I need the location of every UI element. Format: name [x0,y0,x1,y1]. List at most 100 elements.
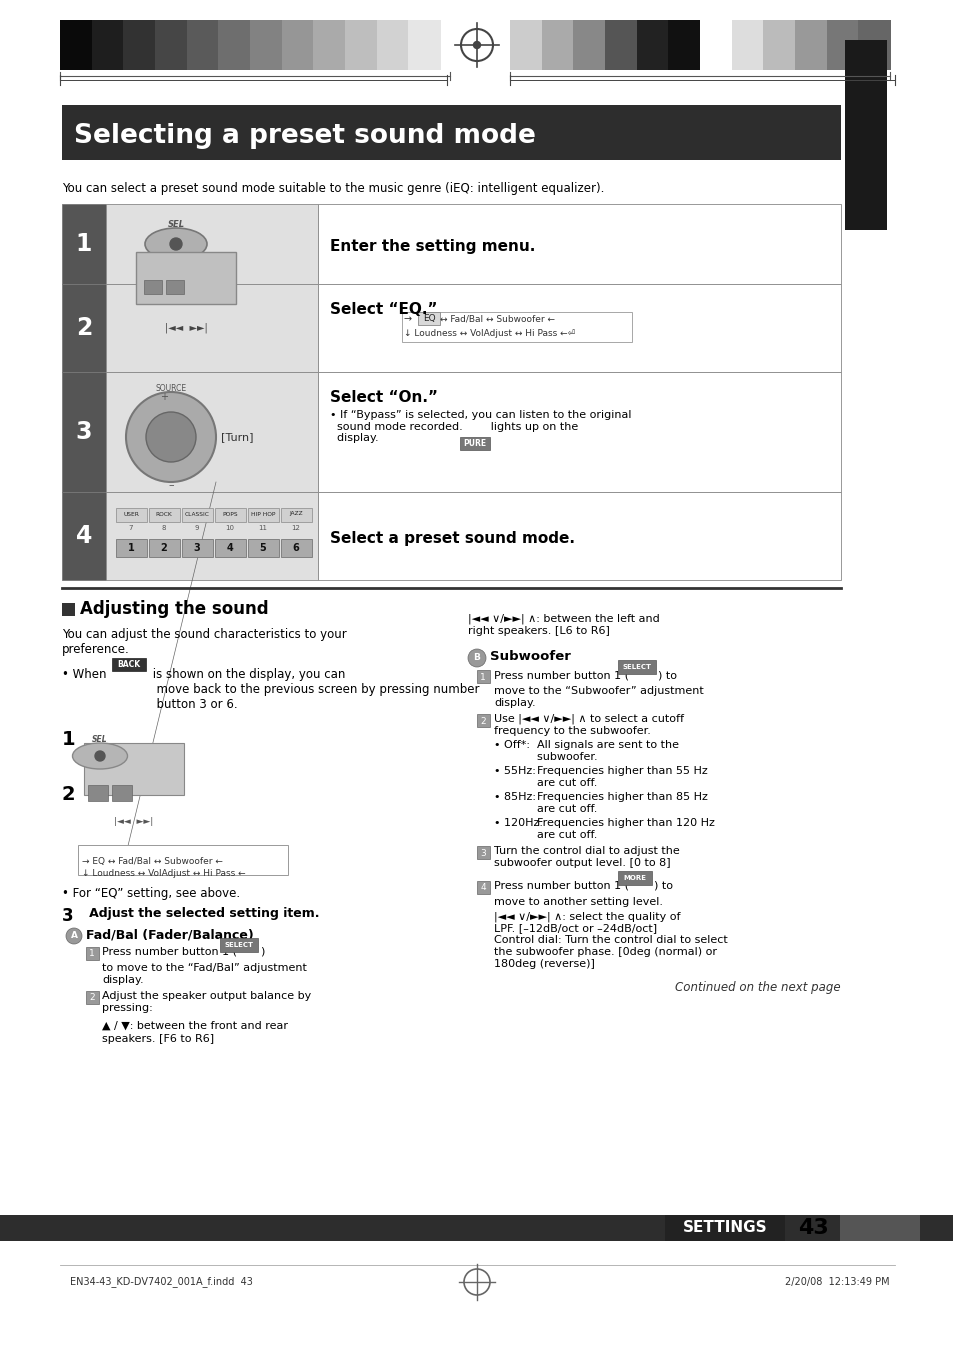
Bar [401,312,631,342]
Bar [112,786,132,800]
Bar [840,1215,919,1241]
Bar [281,539,312,557]
Bar [248,539,278,557]
Text: ↓ Loudness ↔ VolAdjust ↔ Hi Pass ←: ↓ Loudness ↔ VolAdjust ↔ Hi Pass ← [82,869,245,877]
Text: Selecting a preset sound mode: Selecting a preset sound mode [74,123,536,149]
Bar [541,20,574,70]
Bar [317,372,841,492]
Bar [149,508,180,522]
Text: Enter the setting menu.: Enter the setting menu. [330,238,535,254]
Bar [154,20,188,70]
Bar [668,20,700,70]
Text: 43: 43 [797,1218,827,1238]
Text: SEL: SEL [92,735,108,744]
Text: 2: 2 [479,717,485,726]
Bar [762,20,795,70]
Text: move to another setting level.: move to another setting level. [494,896,662,907]
Bar [106,284,317,372]
Text: • When: • When [62,668,111,681]
Text: 4: 4 [227,544,233,553]
Text: [Turn]: [Turn] [221,433,253,442]
Bar [123,20,156,70]
Text: JAZZ: JAZZ [289,511,302,516]
Bar [844,41,886,230]
Circle shape [473,42,480,49]
Bar [112,658,146,671]
Text: ROCK: ROCK [155,511,172,516]
Text: EQ: EQ [422,315,435,323]
Bar [476,882,490,894]
Text: |◄◄  ►►|: |◄◄ ►►| [114,817,153,826]
Circle shape [95,750,105,761]
Text: |◄◄ ∨/►►| ∧: between the left and: |◄◄ ∨/►►| ∧: between the left and [468,614,659,625]
Text: 1: 1 [89,949,94,959]
Text: ) to: ) to [654,882,672,891]
Bar [166,280,184,293]
Text: 3: 3 [479,849,485,857]
Bar [618,871,651,886]
Text: Press number button 1 (: Press number button 1 ( [494,671,628,680]
Bar [136,251,235,304]
Bar [459,437,490,450]
Bar [250,20,282,70]
Text: A: A [71,932,77,941]
Bar [510,20,542,70]
Bar [187,20,219,70]
Text: ) to: ) to [658,671,677,680]
Text: Select a preset sound mode.: Select a preset sound mode. [330,530,575,545]
Text: to move to the “Fad/Bal” adjustment: to move to the “Fad/Bal” adjustment [102,963,307,973]
Text: is shown on the display, you can
  move back to the previous screen by pressing : is shown on the display, you can move ba… [149,668,479,711]
Text: You can select a preset sound mode suitable to the music genre (iEQ: intelligent: You can select a preset sound mode suita… [62,183,604,195]
Bar [62,492,106,580]
Bar [88,786,108,800]
Text: 1: 1 [128,544,134,553]
Bar [618,660,656,675]
Text: 10: 10 [225,525,234,531]
Text: LPF. [–12dB/oct or –24dB/oct]: LPF. [–12dB/oct or –24dB/oct] [494,923,657,933]
Bar [116,508,147,522]
Text: 3: 3 [62,907,73,925]
Text: –: – [168,480,173,489]
Text: Select “On.”: Select “On.” [330,389,437,406]
Text: MORE: MORE [623,875,646,882]
Bar [281,20,314,70]
Bar [826,20,859,70]
Bar [604,20,637,70]
Bar [62,105,841,160]
Circle shape [170,238,182,250]
Bar [116,539,147,557]
Bar [376,20,409,70]
Text: 2/20/08  12:13:49 PM: 2/20/08 12:13:49 PM [784,1278,889,1287]
Bar [91,20,124,70]
Bar [313,20,346,70]
Bar [218,20,251,70]
Text: 4: 4 [75,525,92,548]
Text: Continued on the next page: Continued on the next page [675,982,841,994]
Text: 1: 1 [75,233,92,256]
Circle shape [146,412,195,462]
Bar [0,1215,953,1241]
Circle shape [66,927,82,944]
Text: |◄◄  ►►|: |◄◄ ►►| [165,323,207,333]
Bar [106,204,317,284]
Bar [86,991,99,1005]
Bar [62,372,106,492]
Text: USER: USER [123,511,139,516]
Bar [700,20,732,70]
Bar [106,492,317,580]
Text: Turn the control dial to adjust the
subwoofer output level. [0 to 8]: Turn the control dial to adjust the subw… [494,846,679,868]
Text: display.: display. [494,698,535,708]
Text: • If “Bypass” is selected, you can listen to the original
  sound mode recorded.: • If “Bypass” is selected, you can liste… [330,410,631,443]
Text: POPS: POPS [222,511,237,516]
Circle shape [468,649,485,667]
Text: You can adjust the sound characteristics to your
preference.: You can adjust the sound characteristics… [62,627,346,656]
Bar [417,312,439,324]
Text: SETTINGS: SETTINGS [682,1221,766,1236]
Text: 2: 2 [89,994,94,1002]
Text: 9: 9 [194,525,199,531]
Text: ): ) [260,946,264,957]
Text: 11: 11 [258,525,267,531]
Bar [78,845,288,875]
Bar [731,20,763,70]
Text: 12: 12 [292,525,300,531]
